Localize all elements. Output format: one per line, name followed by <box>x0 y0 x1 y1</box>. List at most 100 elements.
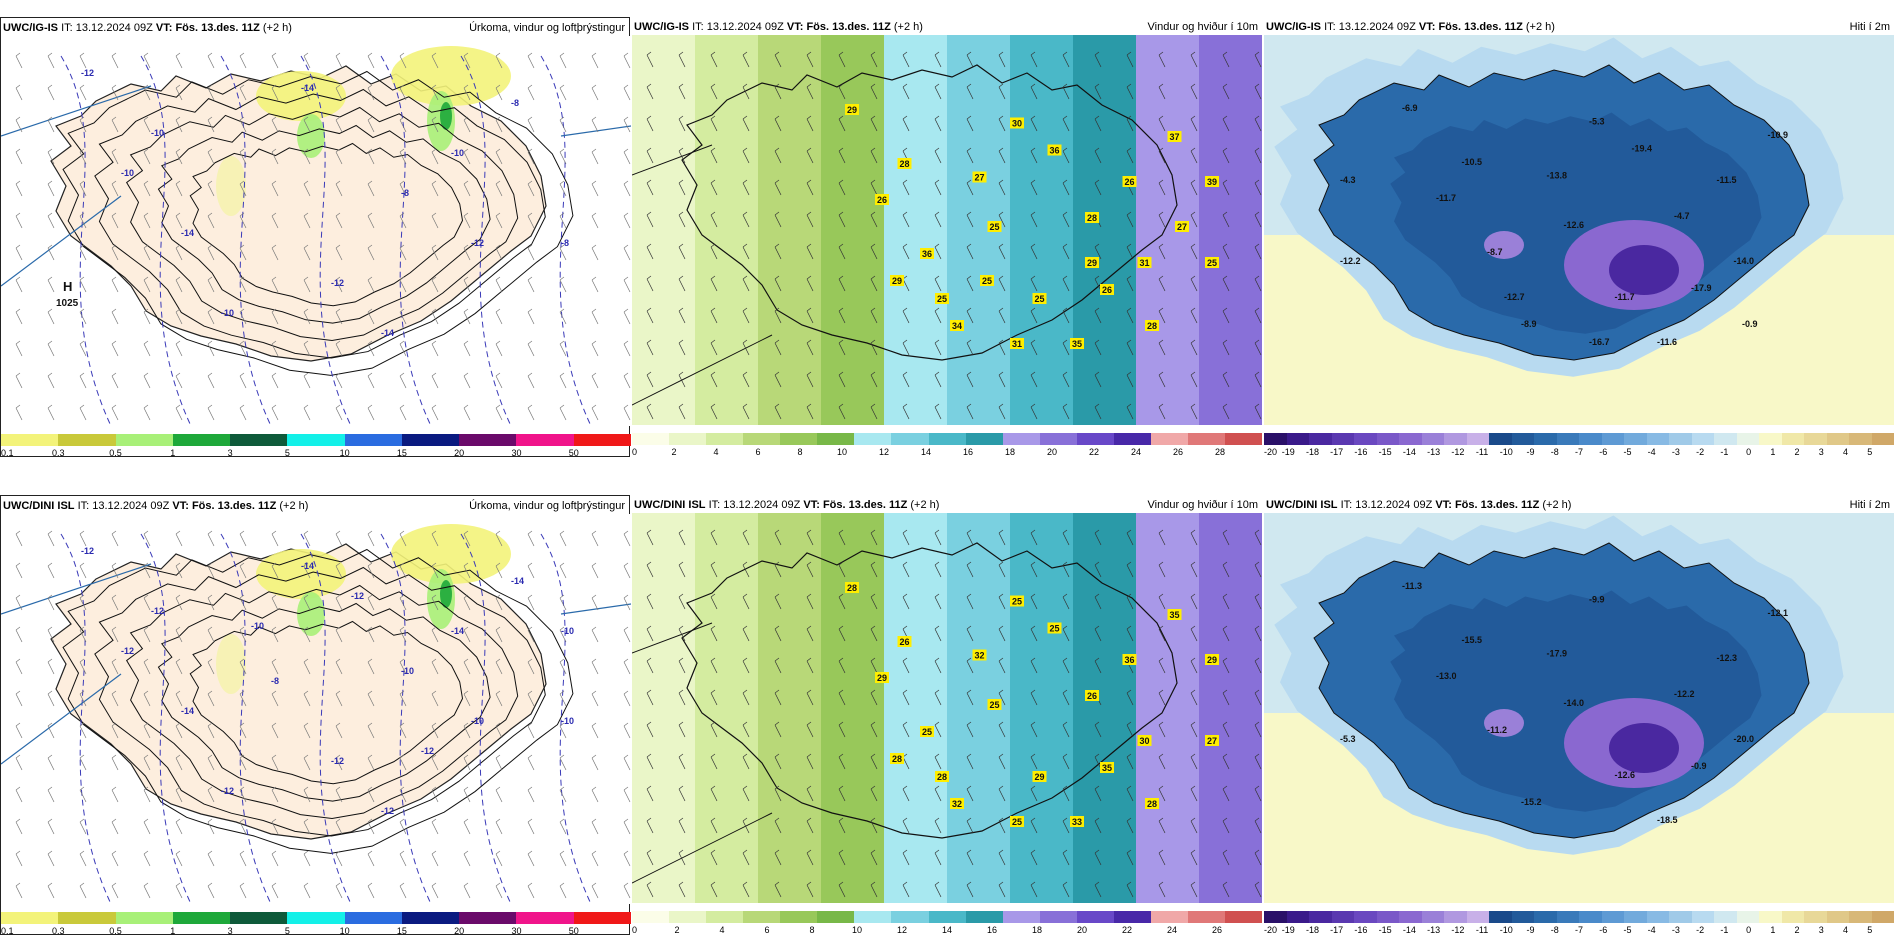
wind-barb <box>239 180 247 197</box>
colorbar-swatch <box>1489 911 1512 923</box>
wind-barb <box>774 721 782 738</box>
wind-barb <box>742 339 750 356</box>
colorbar-swatch <box>1691 911 1714 923</box>
wind-barb <box>774 689 782 706</box>
wind-barb <box>239 308 247 325</box>
colorbar-swatch <box>344 434 402 446</box>
wind-barb <box>1222 593 1230 610</box>
wind-barb <box>431 212 439 229</box>
wind-barb <box>15 562 23 579</box>
wind-barb <box>559 148 567 165</box>
wind-barb <box>1030 275 1038 292</box>
gust-label-box <box>1167 131 1182 142</box>
wind-barb <box>998 115 1006 132</box>
wind-barb <box>527 818 535 835</box>
wind-barb <box>559 722 567 739</box>
gust-label-box <box>1145 320 1159 331</box>
wind-barb <box>271 562 279 579</box>
wind-barb <box>79 244 87 261</box>
wind-barb <box>1062 147 1070 164</box>
temp-label: -11.2 <box>1487 725 1507 735</box>
wind-barb <box>623 626 631 643</box>
wind-barb <box>335 690 343 707</box>
wind-barb <box>463 52 471 69</box>
wind-barb <box>591 372 599 389</box>
colorbar-swatch <box>1225 433 1263 445</box>
wind-barb <box>431 850 439 867</box>
wind-barb <box>271 404 279 421</box>
wind-barb <box>495 84 503 101</box>
wind-barb <box>806 817 814 834</box>
isotherm-line <box>380 533 432 904</box>
wind-barb <box>15 882 23 899</box>
wind-barb <box>111 84 119 101</box>
wind-barb <box>742 403 750 420</box>
wind-barb <box>399 850 407 867</box>
colorbar-swatch <box>1 912 59 924</box>
colorbar-swatch <box>1691 433 1714 445</box>
wind-barb <box>1158 721 1166 738</box>
wind-barb <box>239 850 247 867</box>
wind-barb <box>239 818 247 835</box>
wind-speed-band <box>821 35 891 425</box>
colorbar-swatch <box>1286 433 1309 445</box>
wind-barb <box>838 51 846 68</box>
wind-barb <box>966 115 974 132</box>
wind-barb <box>399 530 407 547</box>
wind-barb <box>998 147 1006 164</box>
wind-barb <box>47 562 55 579</box>
wind-barb <box>710 529 718 546</box>
colorbar-swatch <box>1871 911 1894 923</box>
wind-barb <box>143 722 151 739</box>
wind-barb <box>591 690 599 707</box>
wind-barb <box>79 180 87 197</box>
wind-barb <box>79 148 87 165</box>
wind-barb <box>806 339 814 356</box>
colorbar-swatch <box>1759 911 1782 923</box>
wind-barb <box>870 849 878 866</box>
wind-barb <box>678 785 686 802</box>
wind-barb <box>1254 275 1262 292</box>
wind-barb <box>934 753 942 770</box>
wind-barb <box>902 83 910 100</box>
wind-barb <box>271 754 279 771</box>
wind-barb <box>838 179 846 196</box>
wind-barb <box>111 276 119 293</box>
iceland-coastline <box>681 542 1178 839</box>
wind-barb <box>143 116 151 133</box>
isotherm-label: -12 <box>331 278 344 288</box>
wind-barb <box>335 52 343 69</box>
wind-barb <box>111 212 119 229</box>
wind-barb <box>742 689 750 706</box>
wind-barb <box>463 340 471 357</box>
wind-barb <box>1158 211 1166 228</box>
wind-barb <box>1222 753 1230 770</box>
colorbar-swatch <box>1736 911 1759 923</box>
wind-barb <box>47 818 55 835</box>
wind-barb <box>303 658 311 675</box>
colorbar-tick-label: 0.1 <box>1 926 14 936</box>
gust-label: 28 <box>937 772 947 782</box>
wind-barb <box>303 530 311 547</box>
colorbar-swatch <box>1759 433 1782 445</box>
colorbar-tick-label: -5 <box>1623 447 1632 457</box>
wind-barb <box>646 403 654 420</box>
colorbar-swatch <box>115 434 173 446</box>
wind-barb <box>111 372 119 389</box>
wind-barb <box>207 372 215 389</box>
wind-speed-band <box>632 35 702 425</box>
wind-barb <box>175 690 183 707</box>
wind-barb <box>1062 83 1070 100</box>
wind-barb <box>774 179 782 196</box>
wind-barb <box>774 657 782 674</box>
wind-barb <box>1254 339 1262 356</box>
wind-barb <box>527 276 535 293</box>
wind-barb <box>47 340 55 357</box>
wind-barb <box>463 562 471 579</box>
gust-label-box <box>1047 144 1062 156</box>
gust-label-box <box>1122 176 1137 187</box>
gust-label-box <box>1010 338 1024 349</box>
wind-barb <box>335 530 343 547</box>
wind-barb <box>527 530 535 547</box>
wind-barb <box>111 658 119 675</box>
